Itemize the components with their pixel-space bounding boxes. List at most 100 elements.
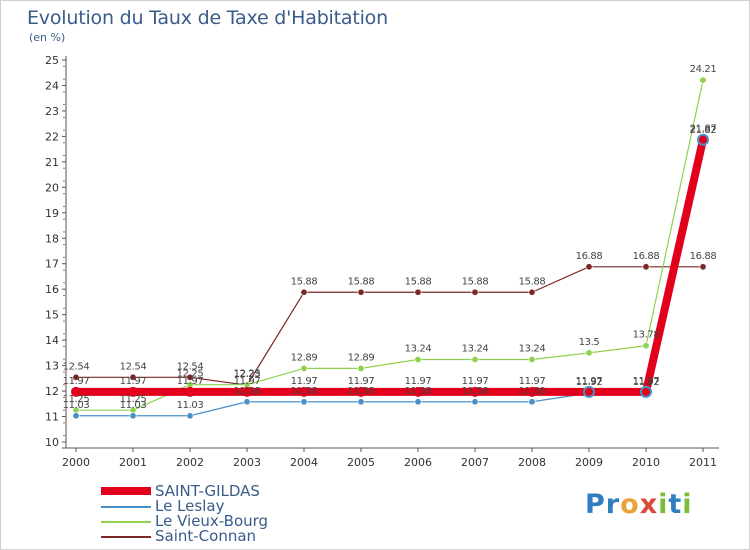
data-label-le-vieux-bourg: 12.25 <box>177 369 204 380</box>
x-tick-label: 2011 <box>689 456 717 469</box>
data-point-le-vieux-bourg <box>357 364 365 372</box>
data-label-le-leslay: 11.03 <box>63 400 90 411</box>
y-tick-label: 13 <box>45 360 59 373</box>
data-label-le-leslay: 21.82 <box>690 125 717 136</box>
data-label-saint-connan: 15.88 <box>462 276 489 287</box>
data-label-le-leslay: 11.92 <box>633 377 660 388</box>
logo-letter: x <box>639 489 659 520</box>
data-point-saint-gildas <box>527 386 537 397</box>
logo-letter: i <box>658 489 669 520</box>
series-line-saint-gildas <box>76 138 707 396</box>
data-label-le-vieux-bourg: 24.21 <box>690 64 717 75</box>
y-tick-label: 19 <box>45 207 59 220</box>
data-point-saint-gildas <box>128 386 138 397</box>
data-label-le-vieux-bourg: 11.25 <box>63 394 90 405</box>
data-point-saint-gildas <box>470 386 480 397</box>
data-label-le-vieux-bourg: 13.24 <box>405 343 432 354</box>
x-tick-label: 2009 <box>575 456 603 469</box>
data-label-saint-gildas: 11.97 <box>291 376 318 387</box>
unit-label: (en %) <box>29 31 66 44</box>
data-point-le-leslay <box>186 412 194 420</box>
data-label-saint-connan: 15.88 <box>405 276 432 287</box>
data-label-saint-connan: 16.88 <box>576 251 603 262</box>
data-point-saint-gildas <box>583 385 595 398</box>
data-label-saint-gildas: 11.97 <box>462 376 489 387</box>
data-point-saint-gildas <box>299 386 309 397</box>
series-line-saint-connan <box>76 266 703 386</box>
data-label-le-vieux-bourg: 13.24 <box>519 343 546 354</box>
chart-title: Evolution du Taux de Taxe d'Habitation <box>27 7 388 29</box>
data-point-saint-gildas <box>71 386 81 397</box>
data-label-le-vieux-bourg: 12.89 <box>291 352 318 363</box>
data-point-saint-connan <box>528 288 536 296</box>
data-point-saint-connan <box>699 263 707 271</box>
y-tick-label: 23 <box>45 105 59 118</box>
data-point-le-leslay <box>357 398 365 406</box>
data-label-saint-connan: 15.88 <box>348 276 375 287</box>
data-label-saint-gildas: 11.97 <box>576 376 603 387</box>
logo-letter: i <box>682 489 693 520</box>
data-point-le-vieux-bourg <box>699 76 707 84</box>
data-label-saint-gildas: 11.97 <box>177 376 204 387</box>
x-tick-label: 2007 <box>461 456 489 469</box>
data-point-saint-gildas <box>185 386 195 397</box>
data-label-saint-connan: 15.88 <box>291 276 318 287</box>
legend-label-le-vieux-bourg: Le Vieux-Bourg <box>155 512 269 530</box>
data-label-saint-gildas: 11.97 <box>633 376 660 387</box>
data-point-le-vieux-bourg <box>471 355 479 363</box>
data-label-saint-connan: 15.88 <box>519 276 546 287</box>
x-tick-label: 2000 <box>62 456 90 469</box>
proxiti-logo: Proxiti <box>585 489 693 520</box>
data-label-saint-connan: 12.54 <box>63 361 90 372</box>
legend-swatch-le-vieux-bourg <box>101 521 151 523</box>
legend-swatch-saint-gildas <box>101 487 151 495</box>
data-label-saint-connan: 12.54 <box>177 361 204 372</box>
logo-letter: P <box>585 489 606 520</box>
data-label-le-vieux-bourg: 12.89 <box>348 352 375 363</box>
data-label-le-leslay: 11.58 <box>519 386 546 397</box>
data-point-saint-connan <box>300 288 308 296</box>
data-label-saint-gildas: 11.97 <box>519 376 546 387</box>
data-label-le-leslay: 11.03 <box>120 400 147 411</box>
data-point-saint-connan <box>585 263 593 271</box>
data-label-saint-connan: 12.23 <box>234 369 261 380</box>
data-point-le-vieux-bourg <box>300 364 308 372</box>
y-tick-label: 14 <box>45 334 59 347</box>
data-point-saint-connan <box>72 373 80 381</box>
data-label-le-leslay: 11.92 <box>576 377 603 388</box>
data-label-le-leslay: 11.03 <box>177 400 204 411</box>
data-point-le-vieux-bourg <box>528 355 536 363</box>
x-tick-label: 2005 <box>347 456 375 469</box>
data-label-le-vieux-bourg: 13.78 <box>633 330 660 341</box>
y-tick-label: 25 <box>45 54 59 67</box>
data-point-saint-connan <box>471 288 479 296</box>
logo-letter: r <box>605 489 621 520</box>
data-label-le-leslay: 11.58 <box>405 386 432 397</box>
legend-label-saint-connan: Saint-Connan <box>155 527 257 545</box>
data-label-saint-connan: 16.88 <box>690 251 717 262</box>
data-point-le-leslay <box>129 412 137 420</box>
legend-label-le-leslay: Le Leslay <box>155 497 225 515</box>
data-label-saint-gildas: 21.87 <box>690 124 717 135</box>
data-point-saint-gildas <box>697 133 709 146</box>
data-label-le-leslay: 11.58 <box>462 386 489 397</box>
x-tick-label: 2003 <box>233 456 261 469</box>
x-tick-label: 2004 <box>290 456 318 469</box>
y-tick-label: 24 <box>45 79 59 92</box>
y-tick-label: 11 <box>45 411 59 424</box>
data-point-saint-connan <box>414 288 422 296</box>
data-point-le-vieux-bourg <box>585 349 593 357</box>
data-point-le-leslay <box>243 398 251 406</box>
x-tick-label: 2001 <box>119 456 147 469</box>
data-label-le-vieux-bourg: 11.25 <box>120 394 147 405</box>
y-tick-label: 21 <box>45 156 59 169</box>
data-point-saint-connan <box>129 373 137 381</box>
legend-swatch-le-leslay <box>101 506 151 508</box>
logo-letter: o <box>620 489 640 520</box>
legend-swatch-saint-connan <box>101 536 151 538</box>
x-tick-label: 2008 <box>518 456 546 469</box>
data-point-saint-connan <box>642 263 650 271</box>
data-label-le-vieux-bourg: 13.5 <box>579 337 600 348</box>
data-point-saint-gildas <box>413 386 423 397</box>
